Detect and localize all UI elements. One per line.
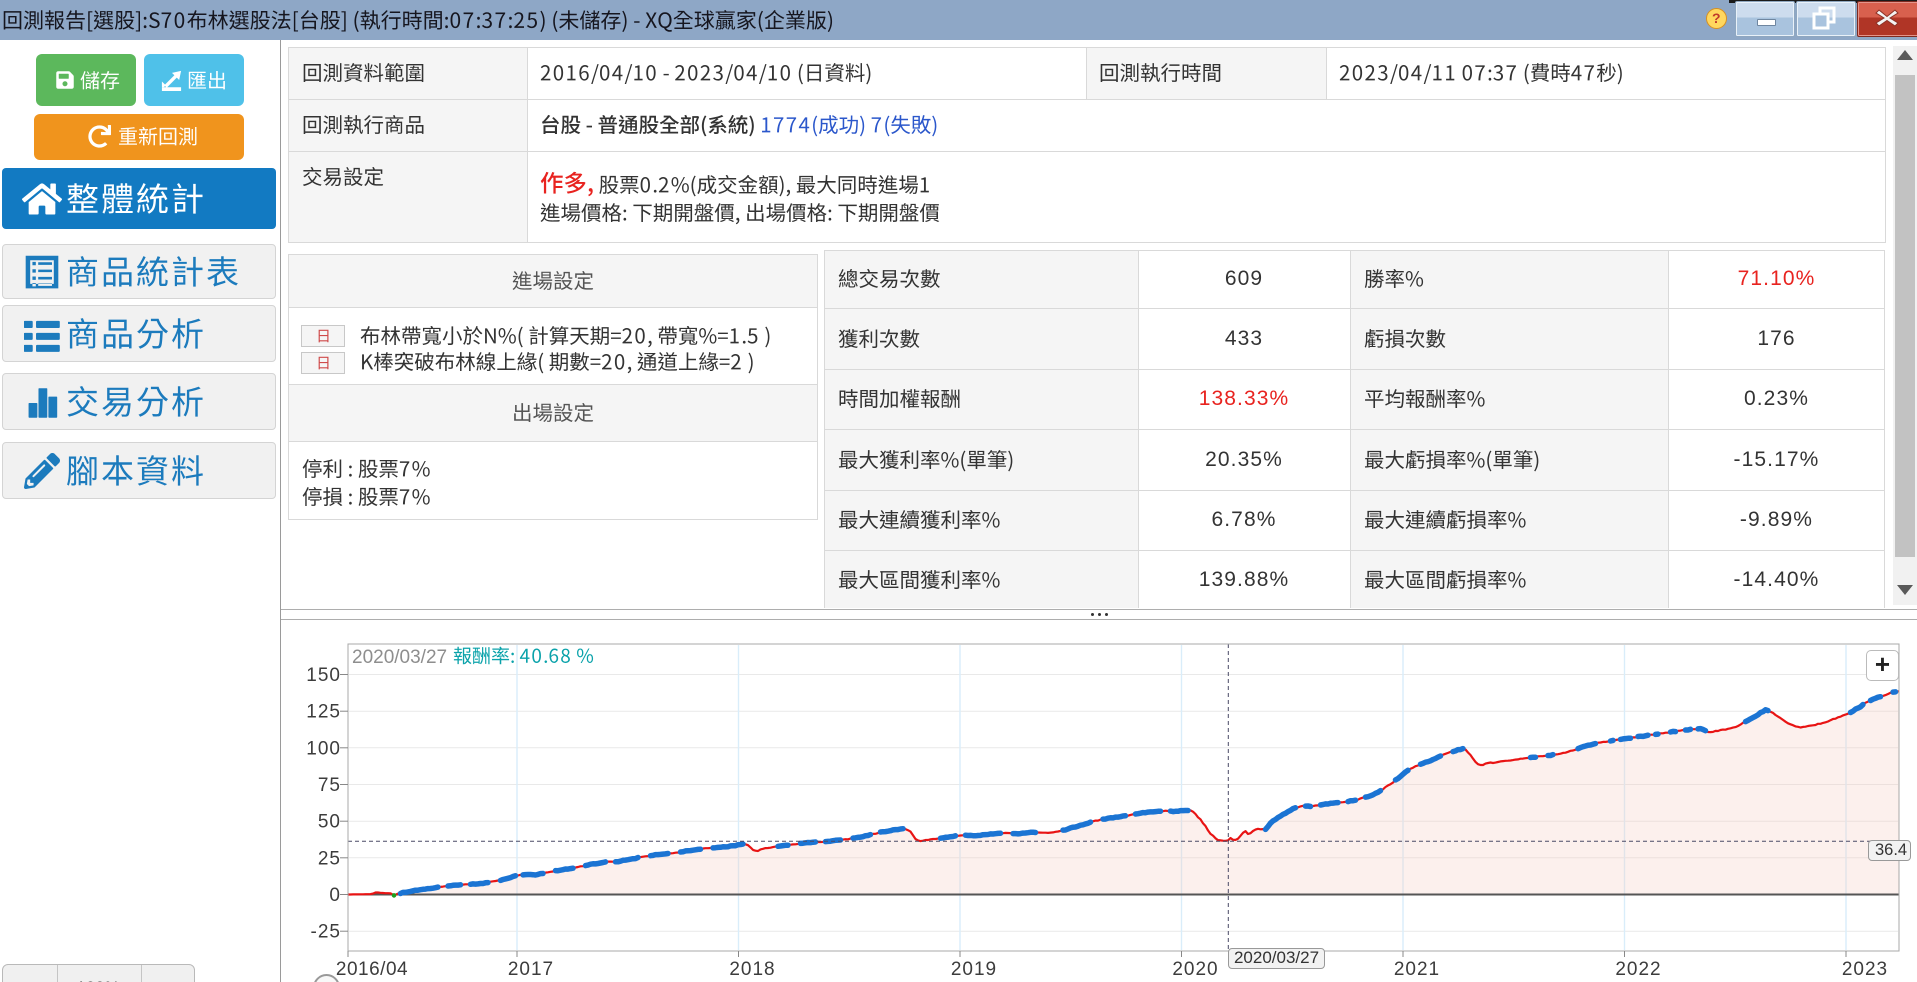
svg-text:2021: 2021: [1394, 959, 1440, 980]
svg-text:2017: 2017: [508, 959, 554, 980]
svg-text:2022: 2022: [1615, 959, 1661, 980]
svg-text:125: 125: [306, 702, 341, 723]
svg-text:150: 150: [306, 665, 341, 686]
svg-text:100: 100: [306, 738, 341, 759]
svg-text:2016/04: 2016/04: [336, 959, 408, 980]
svg-text:0: 0: [329, 885, 341, 906]
svg-text:2019: 2019: [951, 959, 997, 980]
svg-text:2020/03/27: 2020/03/27: [352, 647, 447, 668]
svg-text:2023: 2023: [1842, 959, 1888, 980]
svg-text:-25: -25: [311, 922, 341, 943]
svg-text:75: 75: [318, 775, 341, 796]
svg-text:25: 25: [318, 848, 341, 869]
svg-text:50: 50: [318, 812, 341, 833]
svg-text:2020: 2020: [1172, 959, 1218, 980]
svg-text:2018: 2018: [729, 959, 775, 980]
